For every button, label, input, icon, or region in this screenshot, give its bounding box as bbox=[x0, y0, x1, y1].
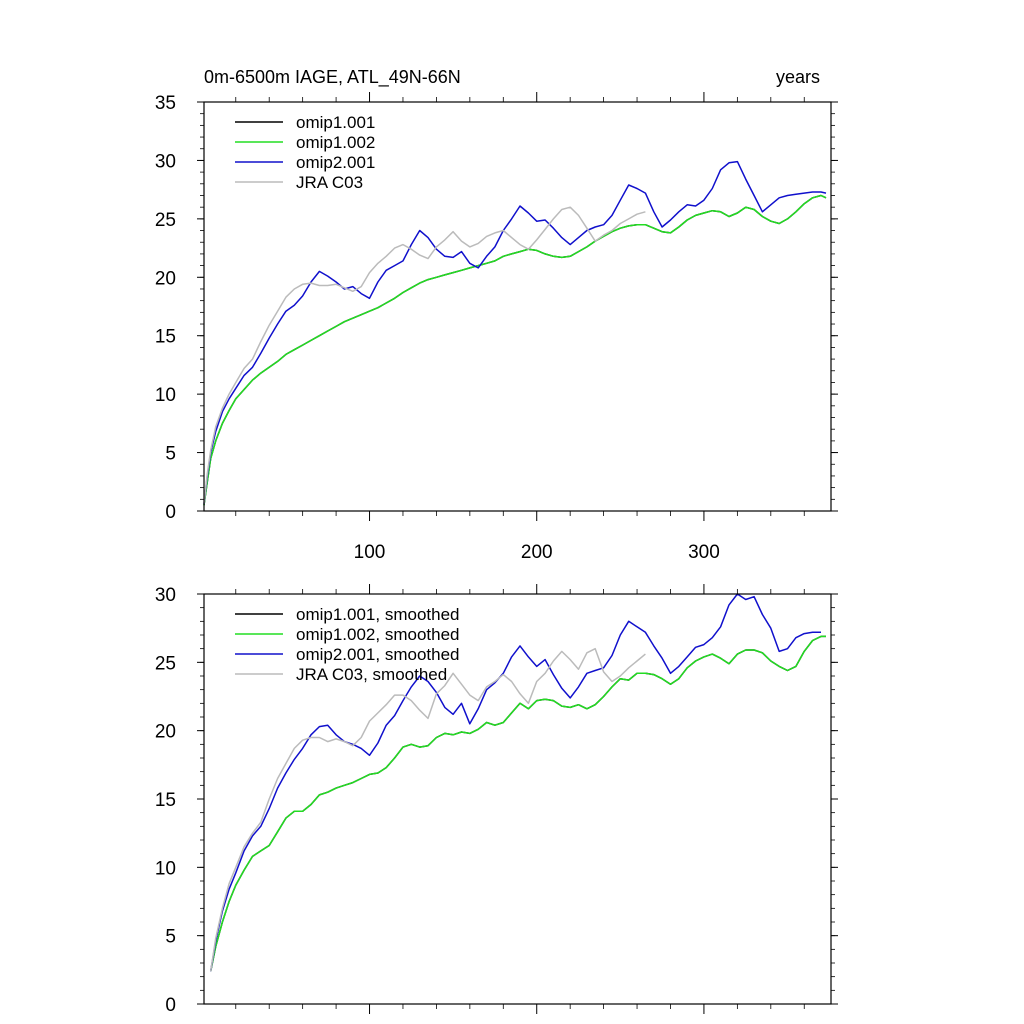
top-series-layer bbox=[203, 160, 827, 506]
bottom-series-layer bbox=[209, 593, 826, 972]
bottom-ytick-label: 20 bbox=[155, 722, 176, 743]
units-label: years bbox=[776, 67, 820, 87]
top-panel: 0m-6500m IAGE, ATL_49N-66N years 0 5 10 15 2… bbox=[155, 67, 838, 563]
figure-title: 0m-6500m IAGE, ATL_49N-66N bbox=[204, 67, 461, 88]
bottom-series-line-3 bbox=[209, 647, 646, 972]
top-series-line-3 bbox=[203, 206, 646, 505]
top-ytick-label: 25 bbox=[155, 210, 176, 231]
top-xtick-label: 200 bbox=[521, 542, 553, 563]
bottom-legend-label-0: omip1.001, smoothed bbox=[296, 605, 460, 624]
top-plot-frame bbox=[203, 101, 832, 512]
bottom-panel: 0 5 10 15 20 25 30 omip1.001, smoothedomip1.00… bbox=[155, 584, 838, 1016]
bottom-ticks-layer: 0 5 10 15 20 25 30 bbox=[155, 584, 838, 1016]
bottom-series-line-1 bbox=[209, 635, 826, 972]
top-series-line-1 bbox=[203, 194, 827, 506]
bottom-series-line-0 bbox=[209, 635, 826, 972]
bottom-series-line-2 bbox=[209, 593, 821, 972]
top-ytick-label: 10 bbox=[155, 385, 176, 406]
top-xtick-label: 300 bbox=[688, 542, 720, 563]
bottom-ytick-label: 15 bbox=[155, 790, 176, 811]
bottom-ytick-label: 0 bbox=[165, 995, 176, 1016]
top-ytick-label: 30 bbox=[155, 151, 176, 172]
bottom-legend-label-1: omip1.002, smoothed bbox=[296, 625, 460, 644]
top-ytick-label: 20 bbox=[155, 268, 176, 289]
top-legend-label-1: omip1.002 bbox=[296, 133, 375, 152]
bottom-ytick-label: 25 bbox=[155, 653, 176, 674]
top-ytick-label: 15 bbox=[155, 327, 176, 348]
bottom-plot-frame bbox=[203, 593, 832, 1005]
top-ytick-label: 5 bbox=[165, 444, 176, 465]
top-ytick-label: 0 bbox=[165, 502, 176, 523]
bottom-ytick-label: 30 bbox=[155, 585, 176, 606]
top-series-line-2 bbox=[203, 160, 827, 505]
bottom-ytick-label: 5 bbox=[165, 927, 176, 948]
top-series-line-0 bbox=[203, 194, 827, 506]
top-legend-label-3: JRA C03 bbox=[296, 173, 363, 192]
top-xtick-label: 100 bbox=[354, 542, 386, 563]
top-legend-label-0: omip1.001 bbox=[296, 113, 375, 132]
top-legend-label-2: omip2.001 bbox=[296, 153, 375, 172]
top-ticks-layer: 0 5 10 15 20 25 30 35 100 200 300 bbox=[155, 92, 838, 563]
bottom-legend-label-2: omip2.001, smoothed bbox=[296, 645, 460, 664]
bottom-legend-label-3: JRA C03, smoothed bbox=[296, 665, 447, 684]
top-ytick-label: 35 bbox=[155, 93, 176, 114]
bottom-ytick-label: 10 bbox=[155, 858, 176, 879]
